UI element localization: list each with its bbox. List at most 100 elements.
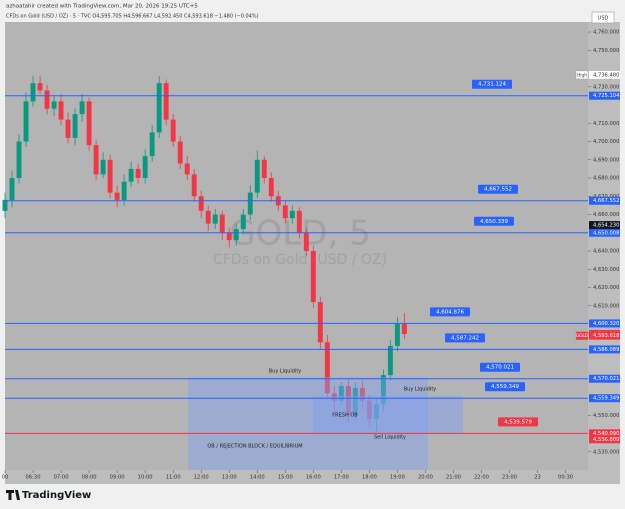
candle-body: [58, 101, 64, 120]
currency[interactable]: USD: [598, 16, 609, 22]
level-tag-box: [472, 79, 512, 89]
candle-body: [2, 199, 8, 211]
zone-text: Buy Liquidity: [404, 387, 437, 393]
x-tick-label: 21:00: [446, 475, 461, 481]
level-axis-box: [589, 319, 620, 328]
candle-body: [9, 178, 15, 200]
candle-body: [184, 163, 190, 175]
candle-body: [16, 141, 22, 179]
candle-body: [338, 386, 344, 401]
plot-area: [5, 22, 588, 470]
level-axis-box: [589, 91, 620, 100]
zone-text: Buy Liquidity: [269, 369, 302, 375]
brand: TradingView: [22, 490, 91, 501]
candle-body: [261, 159, 267, 179]
candle-body: [149, 132, 155, 157]
y-tick-label: 4,730.000: [593, 84, 619, 90]
price-note-box: [575, 70, 589, 80]
x-tick-label: 23:00: [502, 475, 517, 481]
level-axis-label: 4,725.104: [593, 93, 620, 99]
y-tick-label: 4,610.000: [593, 303, 619, 309]
price-label: 4,593.618: [593, 333, 619, 339]
y-tick-label: 4,620.000: [593, 285, 619, 291]
level-tag-box: [485, 382, 525, 392]
y-tick-label: 4,660.000: [593, 212, 619, 218]
level-tag-box: [498, 417, 538, 427]
candle-body: [268, 178, 274, 197]
fresh-ob-zone: [313, 396, 463, 433]
y-tick-label: 4,700.000: [593, 139, 619, 145]
candle-body: [86, 101, 92, 146]
price-label: 4,536.809: [593, 437, 619, 443]
candle-body: [37, 83, 43, 91]
candle-body: [380, 375, 386, 405]
candle-body: [394, 324, 400, 346]
candle-body: [289, 210, 295, 219]
level-tag: 4,667.552: [484, 187, 512, 193]
candle-body: [247, 192, 253, 215]
x-tick-label: 14:00: [250, 475, 265, 481]
level-tag-box: [478, 184, 518, 194]
level-axis-box: [589, 345, 620, 354]
price-label-box: [589, 435, 620, 444]
x-tick-label: 23: [534, 475, 541, 481]
level-axis-label: 4,559.349: [593, 396, 619, 402]
candle-body: [30, 83, 36, 102]
candle-body: [156, 83, 162, 133]
level-tag: 4,587.242: [451, 335, 479, 341]
candle-body: [282, 205, 288, 219]
x-tick-label: 07:00: [54, 475, 69, 481]
price-label-box: [589, 221, 620, 230]
y-tick-label: 4,630.000: [593, 267, 619, 273]
candle-body: [135, 168, 141, 179]
candle-body: [107, 159, 113, 193]
candle-body: [240, 214, 246, 230]
candle-body: [303, 232, 309, 252]
level-axis-label: 4,667.552: [593, 198, 619, 204]
x-tick-label: 11:00: [166, 475, 181, 481]
zone-text: Sell Liquidity: [374, 435, 406, 441]
candle-body: [226, 232, 232, 241]
candle-body: [142, 156, 148, 179]
candle-body: [387, 345, 393, 376]
currency-box[interactable]: [591, 11, 615, 24]
candle-body: [296, 210, 302, 233]
logo: TradingView: [6, 490, 91, 501]
price-note: High: [577, 72, 587, 78]
x-tick-label: 08:00: [82, 475, 97, 481]
candle-body: [121, 181, 127, 200]
candle-body: [128, 168, 134, 182]
level-tag: 4,539.579: [504, 419, 532, 425]
y-tick-label: 4,760.000: [593, 30, 619, 36]
level-tag: 4,731.124: [478, 82, 506, 88]
candle-body: [198, 196, 204, 211]
level-axis-box: [589, 196, 620, 205]
y-tick-label: 4,530.000: [593, 449, 619, 455]
x-tick-label: 09:00: [110, 475, 125, 481]
candle-body: [100, 159, 106, 175]
x-tick-label: 18:00: [362, 475, 377, 481]
y-tick-label: 4,640.000: [593, 249, 619, 255]
x-tick-label: 20:00: [418, 475, 433, 481]
level-tag: 4,650.339: [480, 219, 508, 225]
x-tick-label: 15:00: [278, 475, 293, 481]
candle-body: [401, 324, 407, 334]
symbol-line: CFDs on Gold (USD / OZ) · 5 · TVC O4,595…: [6, 14, 259, 20]
zone-text: FRESH OB: [332, 413, 358, 419]
candle-body: [212, 214, 218, 224]
level-axis-label: 4,586.089: [593, 347, 619, 353]
level-axis-box: [589, 394, 620, 403]
y-tick-label: 4,550.000: [593, 413, 619, 419]
level-tag: 4,559.349: [491, 384, 519, 390]
price-note: GOLD: [576, 333, 589, 339]
level-tag: 4,604.876: [436, 309, 464, 315]
candle-body: [65, 119, 71, 138]
level-axis-box: [589, 374, 620, 383]
level-axis-label: 4,540.090: [593, 431, 619, 437]
candle-body: [254, 159, 260, 193]
y-tick-label: 4,690.000: [593, 157, 619, 163]
candle-body: [310, 251, 316, 303]
price-label-box: [589, 331, 620, 340]
